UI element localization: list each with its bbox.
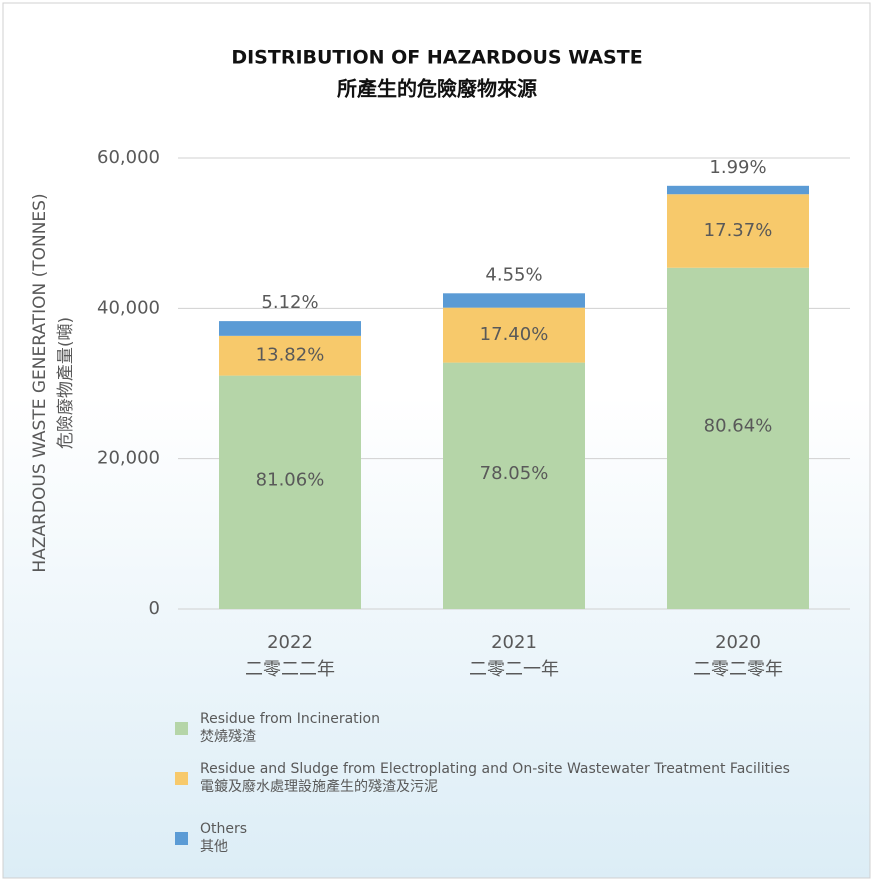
- bar-segment: [667, 268, 809, 609]
- data-label: 80.64%: [704, 415, 773, 436]
- bar-segment: [443, 293, 585, 307]
- y-tick-label: 20,000: [97, 448, 160, 469]
- data-label: 78.05%: [480, 463, 549, 484]
- legend-label: Residue from Incineration: [200, 711, 380, 727]
- x-tick-label-zh: 二零二零年: [693, 659, 783, 680]
- x-tick-label-zh: 二零二一年: [469, 659, 559, 680]
- data-label: 13.82%: [256, 345, 325, 366]
- bar-segment: [443, 363, 585, 609]
- legend-label-zh: 其他: [200, 839, 228, 855]
- y-axis-label: HAZARDOUS WASTE GENERATION (TONNES): [30, 193, 50, 572]
- chart: DISTRIBUTION OF HAZARDOUS WASTE 所產生的危險廢物…: [0, 0, 873, 881]
- legend-swatch: [175, 832, 188, 845]
- y-axis-label-zh: 危險廢物產量(噸): [56, 317, 76, 449]
- bar-segment: [219, 321, 361, 336]
- legend-swatch: [175, 722, 188, 735]
- x-tick-label-zh: 二零二二年: [245, 659, 335, 680]
- data-label: 1.99%: [709, 157, 766, 178]
- chart-title: DISTRIBUTION OF HAZARDOUS WASTE: [231, 47, 642, 69]
- data-label: 17.37%: [704, 220, 773, 241]
- data-label: 4.55%: [485, 264, 542, 285]
- data-label: 81.06%: [256, 469, 325, 490]
- data-label: 5.12%: [261, 292, 318, 313]
- bar-segment: [219, 376, 361, 609]
- legend-swatch: [175, 772, 188, 785]
- x-tick-label: 2021: [491, 632, 537, 653]
- legend-label-zh: 電鍍及廢水處理設施產生的殘渣及污泥: [200, 778, 438, 795]
- bar-segment: [667, 186, 809, 194]
- legend-label: Residue and Sludge from Electroplating a…: [200, 761, 790, 777]
- x-tick-label: 2022: [267, 632, 313, 653]
- chart-title-zh: 所產生的危險廢物來源: [337, 77, 537, 101]
- y-tick-label: 60,000: [97, 147, 160, 168]
- y-tick-label: 0: [149, 598, 160, 619]
- legend-label-zh: 焚燒殘渣: [200, 728, 256, 745]
- data-label: 17.40%: [480, 324, 549, 345]
- legend-label: Others: [200, 821, 247, 837]
- x-tick-label: 2020: [715, 632, 761, 653]
- y-tick-label: 40,000: [97, 297, 160, 318]
